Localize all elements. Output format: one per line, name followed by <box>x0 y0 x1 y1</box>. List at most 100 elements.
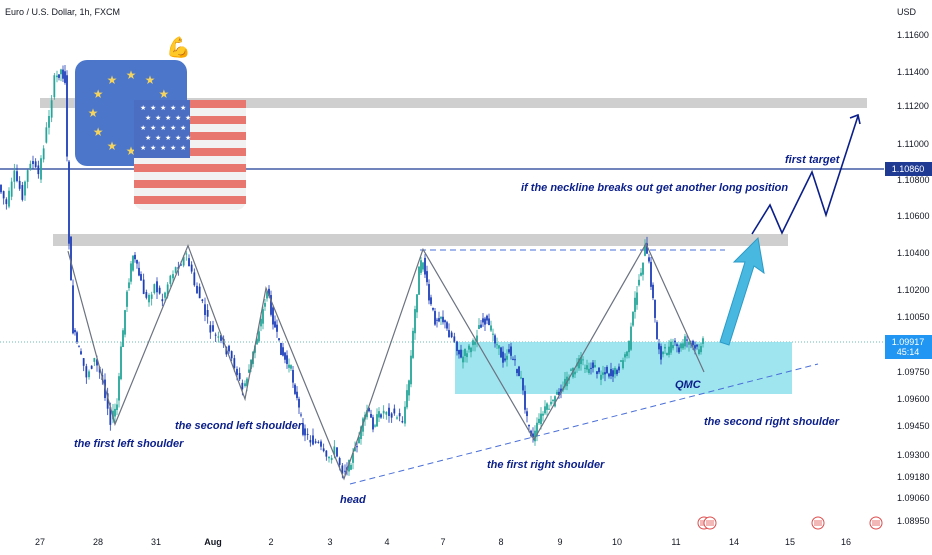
eu-star-icon: ★ <box>107 73 118 87</box>
candle-body <box>356 446 358 448</box>
candle-body <box>145 292 148 298</box>
candle-body <box>453 336 456 342</box>
candle-body <box>66 75 68 157</box>
candle-body <box>642 262 644 275</box>
candle-body <box>646 243 648 254</box>
candle-body <box>300 414 302 416</box>
candle-body <box>500 347 502 358</box>
candle-body <box>570 369 572 371</box>
candle-body <box>694 345 696 349</box>
candle-body <box>320 441 322 447</box>
candle-body <box>550 401 552 405</box>
candle-body <box>385 411 388 415</box>
candle-body <box>466 353 468 358</box>
candle-body <box>260 318 262 327</box>
candle-body <box>401 421 404 423</box>
second-left-shoulder-label: the second left shoulder <box>175 420 303 432</box>
price-tick-label: 1.09450 <box>897 421 930 431</box>
price-axis[interactable]: 1.11600 1.11400 1.11200 1.11000 1.10800 1.106… <box>897 30 930 526</box>
economic-events[interactable] <box>697 516 883 530</box>
candle-body <box>414 309 416 334</box>
us-flag-icon: ★ ★ ★ ★ ★ ★ ★ ★ ★ ★ ★ ★ ★ ★ ★ ★ ★ ★ ★ ★ ★ ★ ★ ★ ★ <box>134 100 246 210</box>
candle-body <box>50 100 53 118</box>
candle-body <box>596 371 598 375</box>
candle-body <box>412 330 414 358</box>
candle-body <box>174 267 177 273</box>
candle-body <box>24 181 26 196</box>
candle-body <box>212 325 214 332</box>
dashed-trend-line <box>349 363 819 485</box>
candle-body <box>542 413 544 416</box>
candle-body <box>372 417 374 430</box>
candle-body <box>325 450 328 457</box>
candle-body <box>496 344 498 346</box>
candle-body <box>516 369 518 374</box>
candle-body <box>612 370 614 377</box>
candle-body <box>352 452 354 463</box>
candle-body <box>688 341 690 345</box>
candle-body <box>370 413 372 418</box>
us-star-icon: ★ <box>185 134 191 142</box>
candle-body <box>676 344 678 347</box>
candle-body <box>16 171 18 182</box>
candle-body <box>220 335 222 341</box>
candle-body <box>618 366 620 371</box>
candle-body <box>422 262 424 270</box>
us-event-icon[interactable] <box>703 516 717 530</box>
candle-body <box>594 365 596 368</box>
candle-body <box>96 359 98 366</box>
candle-body <box>558 391 560 396</box>
candle-body <box>632 312 634 326</box>
candle-body <box>34 161 37 168</box>
candle-body <box>510 346 512 356</box>
candle-body <box>462 356 464 363</box>
candle-body <box>8 190 10 207</box>
candle-body <box>420 260 422 273</box>
candle-body <box>380 414 382 418</box>
candle-body <box>341 465 344 474</box>
candle-body <box>498 345 500 349</box>
candle-body <box>482 318 484 323</box>
us-event-icon[interactable] <box>811 516 825 530</box>
candle-body <box>60 69 62 75</box>
candle-body <box>314 441 317 443</box>
candle-body <box>272 307 274 325</box>
us-stripe <box>134 180 246 188</box>
first-left-shoulder-label: the first left shoulder <box>74 438 184 450</box>
candle-body <box>538 418 540 424</box>
candle-body <box>169 275 172 284</box>
candle-body <box>354 447 356 451</box>
candle-body <box>472 340 474 346</box>
time-tick-label: 28 <box>93 537 103 547</box>
time-tick-label: 31 <box>151 537 161 547</box>
time-axis[interactable]: 27 28 31 Aug 2 3 4 7 8 9 10 11 14 15 16 <box>35 537 851 547</box>
us-event-icon[interactable] <box>869 516 883 530</box>
candle-body <box>161 299 164 302</box>
candle-body <box>76 332 78 342</box>
first-right-shoulder-label: the first right shoulder <box>487 459 605 471</box>
candle-body <box>696 344 698 347</box>
candle-body <box>13 170 16 182</box>
candle-body <box>536 422 538 436</box>
price-tick-label: 1.11000 <box>897 139 929 149</box>
candle-body <box>540 413 542 425</box>
pattern-zigzag-line <box>67 242 705 481</box>
candle-body <box>188 258 190 267</box>
candle-body <box>508 349 510 353</box>
candle-body <box>600 374 602 380</box>
candle-body <box>309 440 312 443</box>
candle-body <box>440 316 442 319</box>
candle-body <box>398 413 401 417</box>
candle-body <box>45 127 48 143</box>
time-tick-label: 15 <box>785 537 795 547</box>
candle-body <box>582 359 584 361</box>
candle-body <box>72 285 74 334</box>
price-tick-label: 1.09180 <box>897 472 930 482</box>
candle-body <box>37 165 40 175</box>
candle-body <box>294 384 296 394</box>
candle-body <box>2 191 5 199</box>
us-star-icon: ★ <box>155 114 161 122</box>
candle-body <box>368 407 370 412</box>
